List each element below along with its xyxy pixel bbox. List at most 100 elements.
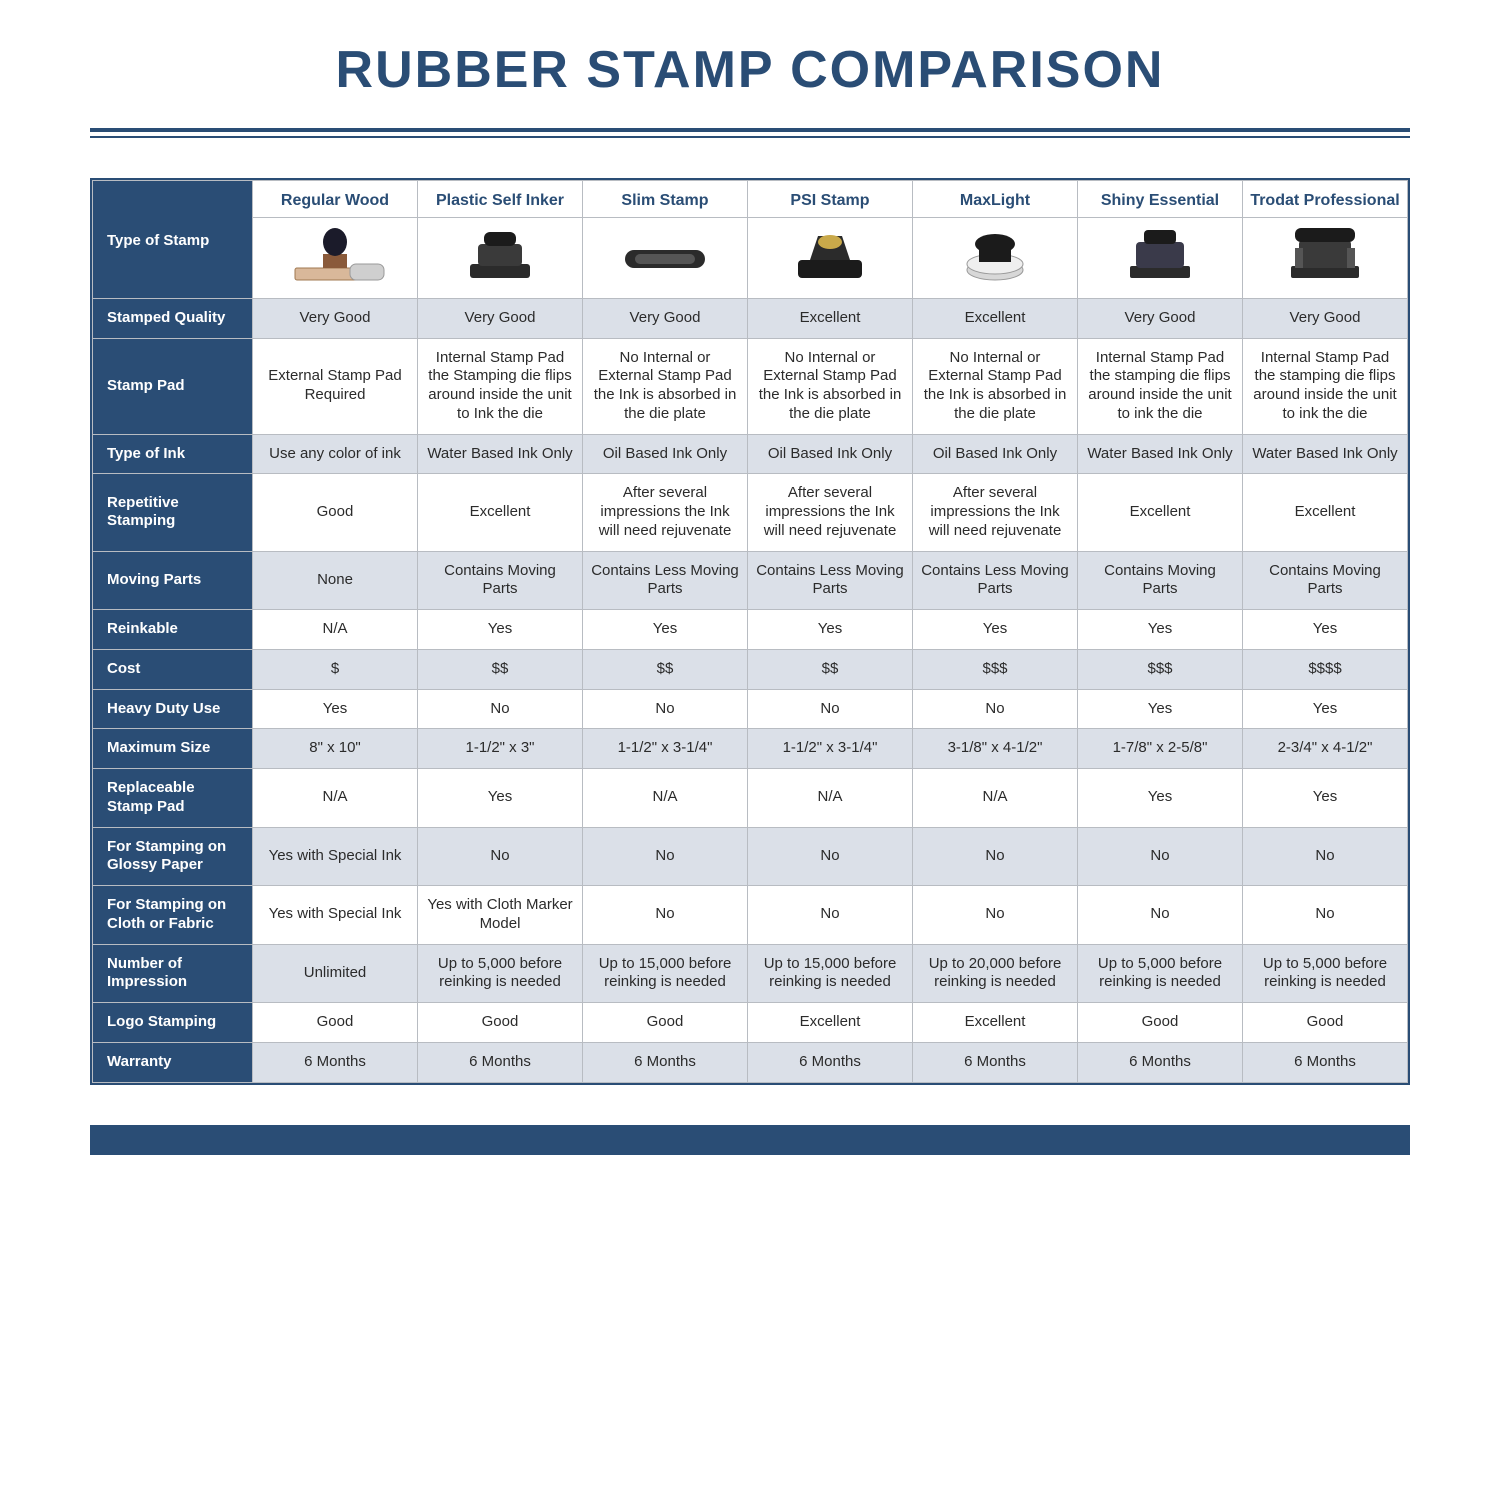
stamp-image-cell xyxy=(1243,218,1408,299)
title-wrap: RUBBER STAMP COMPARISON xyxy=(0,0,1500,110)
cell: Excellent xyxy=(1243,474,1408,551)
cell: Excellent xyxy=(748,1003,913,1043)
cell: $$ xyxy=(583,649,748,689)
cell: Use any color of ink xyxy=(253,434,418,474)
cell: No xyxy=(1078,827,1243,886)
cell: External Stamp Pad Required xyxy=(253,338,418,434)
cell: Very Good xyxy=(1078,298,1243,338)
col-header: MaxLight xyxy=(913,181,1078,218)
col-header: PSI Stamp xyxy=(748,181,913,218)
cell: $$ xyxy=(748,649,913,689)
row-label: Reinkable xyxy=(93,610,253,650)
cell: 6 Months xyxy=(583,1042,748,1082)
cell: No Internal or External Stamp Pad the In… xyxy=(583,338,748,434)
cell: N/A xyxy=(913,769,1078,828)
cell: 3-1/8" x 4-1/2" xyxy=(913,729,1078,769)
cell: Up to 5,000 before reinking is needed xyxy=(1078,944,1243,1003)
cell: 6 Months xyxy=(913,1042,1078,1082)
cell: No xyxy=(913,689,1078,729)
cell: Good xyxy=(583,1003,748,1043)
table-row: ReinkableN/AYesYesYesYesYesYes xyxy=(93,610,1408,650)
cell: Unlimited xyxy=(253,944,418,1003)
cell: Excellent xyxy=(748,298,913,338)
cell: Very Good xyxy=(1243,298,1408,338)
image-row xyxy=(93,218,1408,299)
cell: After several impressions the Ink will n… xyxy=(583,474,748,551)
table-row: Stamped QualityVery GoodVery GoodVery Go… xyxy=(93,298,1408,338)
cell: No xyxy=(1243,827,1408,886)
page-title: RUBBER STAMP COMPARISON xyxy=(0,40,1500,100)
table-row: Warranty6 Months6 Months6 Months6 Months… xyxy=(93,1042,1408,1082)
cell: Yes xyxy=(1078,610,1243,650)
cell: Yes xyxy=(748,610,913,650)
row-label: Repetitive Stamping xyxy=(93,474,253,551)
cell: 1-1/2" x 3-1/4" xyxy=(748,729,913,769)
psi-stamp-icon xyxy=(754,224,906,286)
header-row: Type of Stamp Regular Wood Plastic Self … xyxy=(93,181,1408,218)
table-row: Replaceable Stamp PadN/AYesN/AN/AN/AYesY… xyxy=(93,769,1408,828)
cell: 6 Months xyxy=(748,1042,913,1082)
cell: $$$ xyxy=(913,649,1078,689)
cell: N/A xyxy=(253,769,418,828)
cell: Good xyxy=(253,474,418,551)
wood-handle-stamp-icon xyxy=(259,224,411,286)
cell: After several impressions the Ink will n… xyxy=(748,474,913,551)
cell: Contains Less Moving Parts xyxy=(748,551,913,610)
col-header: Slim Stamp xyxy=(583,181,748,218)
cell: 6 Months xyxy=(418,1042,583,1082)
table-row: For Stamping on Glossy PaperYes with Spe… xyxy=(93,827,1408,886)
row-label: Number of Impression xyxy=(93,944,253,1003)
cell: No xyxy=(1078,886,1243,945)
row-label: Replaceable Stamp Pad xyxy=(93,769,253,828)
cell: No xyxy=(583,886,748,945)
cell: Excellent xyxy=(1078,474,1243,551)
cell: Yes xyxy=(1078,689,1243,729)
cell: N/A xyxy=(253,610,418,650)
cell: 2-3/4" x 4-1/2" xyxy=(1243,729,1408,769)
cell: Contains Less Moving Parts xyxy=(913,551,1078,610)
cell: Very Good xyxy=(253,298,418,338)
cell: No xyxy=(1243,886,1408,945)
table-row: Repetitive StampingGood Excellent After se… xyxy=(93,474,1408,551)
cell: Oil Based Ink Only xyxy=(748,434,913,474)
col-header: Trodat Professional xyxy=(1243,181,1408,218)
col-header: Shiny Essential xyxy=(1078,181,1243,218)
stamp-image-cell xyxy=(748,218,913,299)
cell: Yes xyxy=(1243,689,1408,729)
page: RUBBER STAMP COMPARISON Type of Stamp Re… xyxy=(0,0,1500,1195)
stamp-image-cell xyxy=(418,218,583,299)
cell: 6 Months xyxy=(1078,1042,1243,1082)
cell: Good xyxy=(1078,1003,1243,1043)
cell: Yes xyxy=(1243,769,1408,828)
cell: Very Good xyxy=(583,298,748,338)
cell: Yes xyxy=(418,769,583,828)
cell: No xyxy=(748,886,913,945)
cell: $$$ xyxy=(1078,649,1243,689)
row-label: Moving Parts xyxy=(93,551,253,610)
cell: Internal Stamp Pad the stamping die flip… xyxy=(1243,338,1408,434)
shiny-essential-stamp-icon xyxy=(1084,224,1236,286)
comparison-table-wrap: Type of Stamp Regular Wood Plastic Self … xyxy=(90,178,1410,1085)
cell: Internal Stamp Pad the Stamping die flip… xyxy=(418,338,583,434)
cell: Yes xyxy=(1078,769,1243,828)
cell: 6 Months xyxy=(253,1042,418,1082)
table-row: Number of ImpressionUnlimited Up to 5,000… xyxy=(93,944,1408,1003)
cell: Contains Less Moving Parts xyxy=(583,551,748,610)
cell: Up to 15,000 before reinking is needed xyxy=(748,944,913,1003)
rule-thin xyxy=(90,136,1410,138)
slim-stamp-icon xyxy=(589,224,741,286)
stamp-image-cell xyxy=(253,218,418,299)
cell: No xyxy=(913,886,1078,945)
title-rule xyxy=(90,128,1410,138)
row-label: Logo Stamping xyxy=(93,1003,253,1043)
row-label: Warranty xyxy=(93,1042,253,1082)
cell: Yes xyxy=(583,610,748,650)
cell: Contains Moving Parts xyxy=(1243,551,1408,610)
maxlight-round-stamp-icon xyxy=(919,224,1071,286)
cell: None xyxy=(253,551,418,610)
cell: No Internal or External Stamp Pad the In… xyxy=(913,338,1078,434)
table-row: For Stamping on Cloth or FabricYes with … xyxy=(93,886,1408,945)
rule-thick xyxy=(90,128,1410,132)
cell: Good xyxy=(1243,1003,1408,1043)
cell: No Internal or External Stamp Pad the In… xyxy=(748,338,913,434)
